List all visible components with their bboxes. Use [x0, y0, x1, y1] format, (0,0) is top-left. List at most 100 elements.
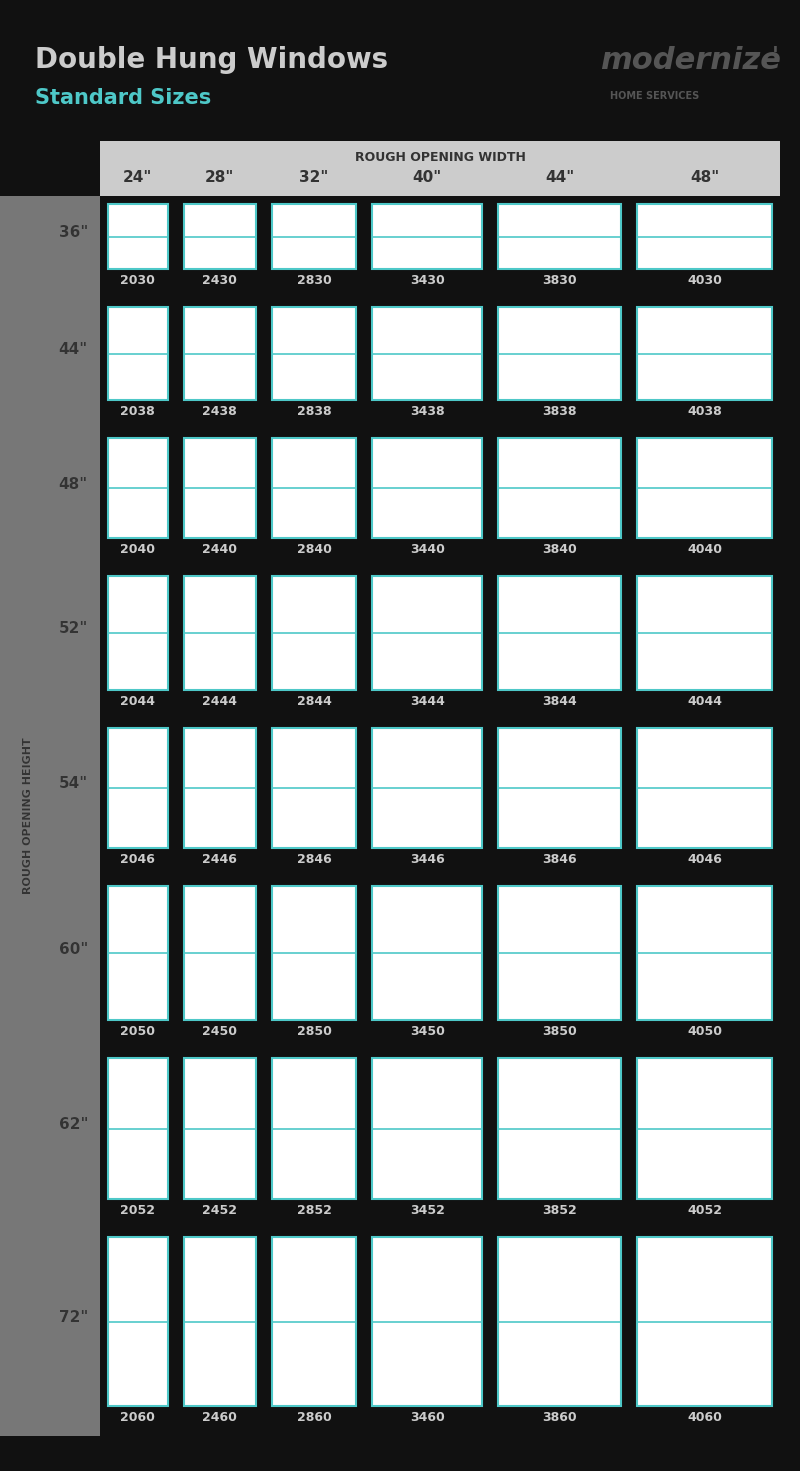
Text: 3450: 3450 — [410, 1025, 445, 1039]
Text: 3440: 3440 — [410, 543, 445, 556]
Text: 3850: 3850 — [542, 1025, 577, 1039]
Text: 2030: 2030 — [120, 274, 155, 287]
Text: 2860: 2860 — [297, 1411, 331, 1424]
Text: 2430: 2430 — [202, 274, 237, 287]
Text: 60": 60" — [58, 941, 88, 956]
Text: 4052: 4052 — [687, 1205, 722, 1218]
Text: 48": 48" — [58, 477, 88, 491]
Text: 32": 32" — [299, 171, 329, 185]
FancyBboxPatch shape — [183, 886, 256, 1021]
Text: 4044: 4044 — [687, 694, 722, 708]
FancyBboxPatch shape — [637, 577, 772, 690]
Text: 3830: 3830 — [542, 274, 577, 287]
Text: Double Hung Windows: Double Hung Windows — [35, 46, 388, 74]
FancyBboxPatch shape — [498, 307, 621, 400]
FancyBboxPatch shape — [0, 196, 100, 1436]
Text: 3838: 3838 — [542, 405, 577, 418]
Text: 3446: 3446 — [410, 853, 445, 866]
FancyBboxPatch shape — [272, 886, 357, 1021]
Text: 28": 28" — [205, 171, 234, 185]
FancyBboxPatch shape — [108, 1237, 167, 1406]
FancyBboxPatch shape — [183, 1058, 256, 1199]
Text: 2830: 2830 — [297, 274, 331, 287]
Text: 3846: 3846 — [542, 853, 577, 866]
FancyBboxPatch shape — [183, 1237, 256, 1406]
Text: 4060: 4060 — [687, 1411, 722, 1424]
Text: 2452: 2452 — [202, 1205, 237, 1218]
FancyBboxPatch shape — [373, 577, 482, 690]
Text: 62": 62" — [58, 1118, 88, 1133]
Text: 3444: 3444 — [410, 694, 445, 708]
Text: 2840: 2840 — [297, 543, 331, 556]
Text: 3840: 3840 — [542, 543, 577, 556]
Text: ': ' — [772, 46, 779, 66]
Text: 2844: 2844 — [297, 694, 331, 708]
Text: 52": 52" — [58, 621, 88, 637]
Text: 60": 60" — [58, 941, 88, 956]
FancyBboxPatch shape — [108, 886, 167, 1021]
Text: 2050: 2050 — [120, 1025, 155, 1039]
Text: 2460: 2460 — [202, 1411, 237, 1424]
Text: 44": 44" — [58, 343, 88, 357]
FancyBboxPatch shape — [637, 438, 772, 538]
FancyBboxPatch shape — [498, 577, 621, 690]
FancyBboxPatch shape — [108, 1058, 167, 1199]
FancyBboxPatch shape — [373, 307, 482, 400]
FancyBboxPatch shape — [108, 728, 167, 847]
FancyBboxPatch shape — [637, 886, 772, 1021]
Text: 4038: 4038 — [687, 405, 722, 418]
Text: 2440: 2440 — [202, 543, 237, 556]
Text: 3438: 3438 — [410, 405, 445, 418]
FancyBboxPatch shape — [498, 728, 621, 847]
Text: 2438: 2438 — [202, 405, 237, 418]
Text: 2052: 2052 — [120, 1205, 155, 1218]
Text: 4050: 4050 — [687, 1025, 722, 1039]
Text: HOME SERVICES: HOME SERVICES — [610, 91, 699, 101]
FancyBboxPatch shape — [373, 728, 482, 847]
Text: 2450: 2450 — [202, 1025, 237, 1039]
FancyBboxPatch shape — [183, 204, 256, 269]
FancyBboxPatch shape — [183, 728, 256, 847]
FancyBboxPatch shape — [637, 1237, 772, 1406]
Text: 3430: 3430 — [410, 274, 445, 287]
FancyBboxPatch shape — [183, 307, 256, 400]
FancyBboxPatch shape — [272, 1237, 357, 1406]
FancyBboxPatch shape — [498, 1058, 621, 1199]
Text: 36": 36" — [58, 225, 88, 240]
Text: 2046: 2046 — [120, 853, 155, 866]
FancyBboxPatch shape — [272, 577, 357, 690]
Text: ROUGH OPENING HEIGHT: ROUGH OPENING HEIGHT — [23, 737, 33, 894]
Text: ROUGH OPENING WIDTH: ROUGH OPENING WIDTH — [354, 152, 526, 163]
FancyBboxPatch shape — [108, 577, 167, 690]
FancyBboxPatch shape — [108, 438, 167, 538]
Text: Standard Sizes: Standard Sizes — [35, 88, 211, 107]
Text: 72": 72" — [58, 1311, 88, 1325]
Text: 3860: 3860 — [542, 1411, 577, 1424]
Text: 48": 48" — [690, 171, 719, 185]
FancyBboxPatch shape — [108, 307, 167, 400]
FancyBboxPatch shape — [272, 204, 357, 269]
Text: ROUGH OPENING HEIGHT: ROUGH OPENING HEIGHT — [23, 737, 33, 894]
Text: 2838: 2838 — [297, 405, 331, 418]
FancyBboxPatch shape — [498, 1237, 621, 1406]
Text: 44": 44" — [58, 343, 88, 357]
FancyBboxPatch shape — [637, 307, 772, 400]
Text: 2060: 2060 — [120, 1411, 155, 1424]
FancyBboxPatch shape — [498, 204, 621, 269]
FancyBboxPatch shape — [498, 438, 621, 538]
FancyBboxPatch shape — [637, 728, 772, 847]
FancyBboxPatch shape — [272, 1058, 357, 1199]
FancyBboxPatch shape — [498, 886, 621, 1021]
Text: 62": 62" — [58, 1118, 88, 1133]
Text: 2846: 2846 — [297, 853, 331, 866]
FancyBboxPatch shape — [637, 1058, 772, 1199]
Text: 24": 24" — [123, 171, 153, 185]
Text: modernize: modernize — [600, 46, 781, 75]
FancyBboxPatch shape — [183, 577, 256, 690]
Text: 3844: 3844 — [542, 694, 577, 708]
Text: 54": 54" — [58, 777, 88, 791]
FancyBboxPatch shape — [373, 204, 482, 269]
Text: 3852: 3852 — [542, 1205, 577, 1218]
FancyBboxPatch shape — [183, 438, 256, 538]
FancyBboxPatch shape — [637, 204, 772, 269]
